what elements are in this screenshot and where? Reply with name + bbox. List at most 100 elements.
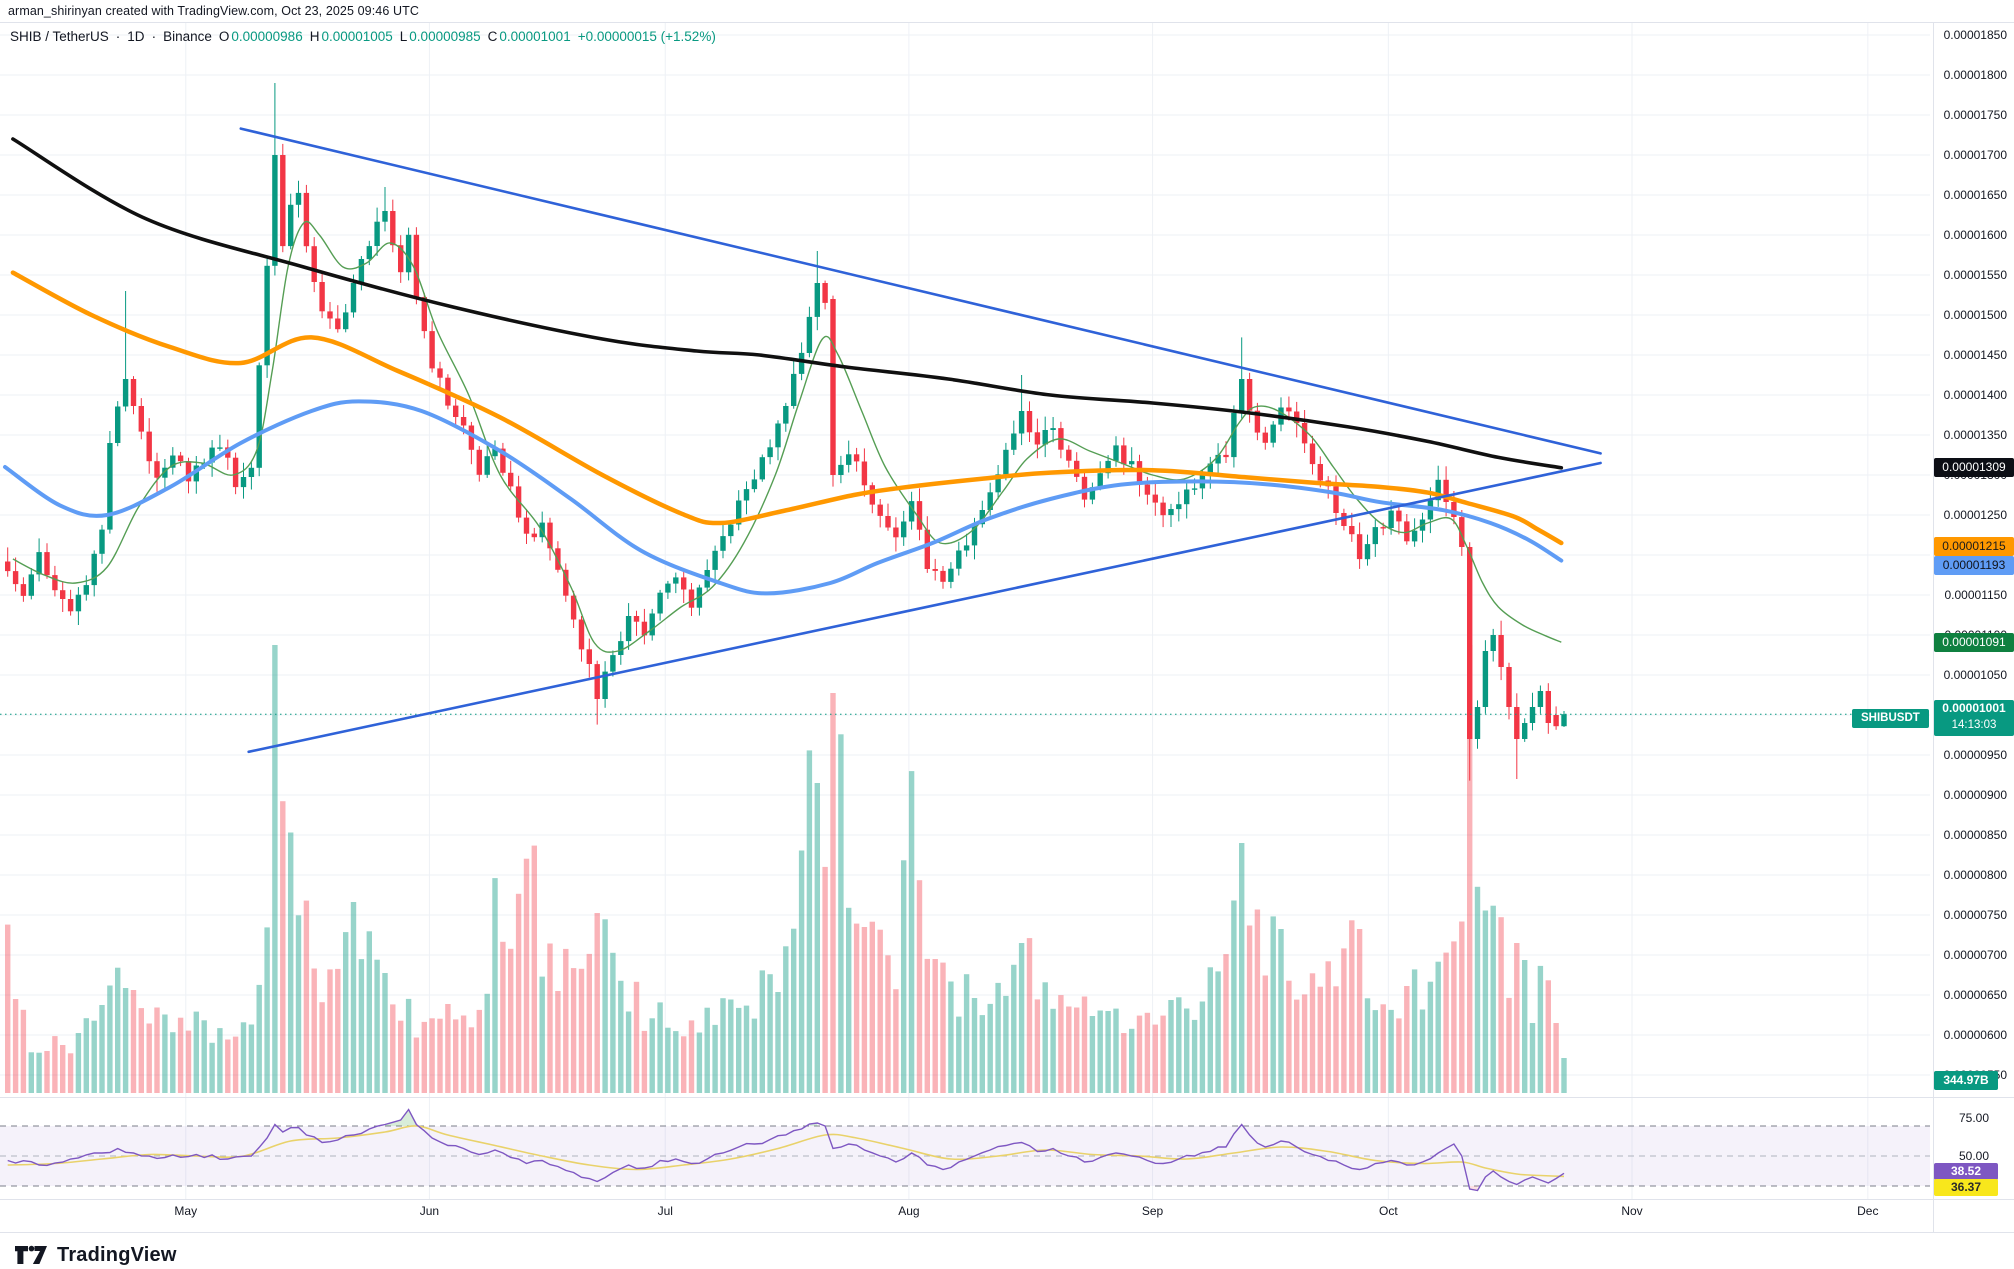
volume-bar — [1207, 967, 1213, 1093]
candle — [280, 155, 286, 247]
price-axis-border — [1933, 22, 1934, 1232]
candle — [877, 504, 883, 516]
price-axis[interactable]: 0.00001850 0.00001800 0.00001750 0.00001700… — [1934, 22, 2014, 1232]
candle — [649, 613, 655, 636]
volume-bar — [429, 1018, 435, 1093]
last-price-label: 0.00001001 14:13:03 — [1934, 700, 2014, 737]
volume-bar — [358, 959, 365, 1093]
volume-bar — [1529, 1023, 1536, 1093]
volume-bar — [877, 929, 883, 1093]
volume-bar — [350, 902, 357, 1093]
candle — [484, 456, 490, 475]
price-tick: 0.00001550 — [1943, 267, 2007, 282]
volume-bar — [1042, 982, 1048, 1093]
volume-bar — [539, 976, 545, 1093]
volume-bar — [1074, 1007, 1080, 1093]
volume-bar — [146, 1023, 152, 1093]
candle — [303, 192, 310, 247]
volume-bar — [712, 1024, 718, 1093]
volume-bar — [288, 832, 294, 1093]
candle — [36, 552, 42, 575]
candle — [177, 455, 184, 462]
pane-divider-rsi-axis — [0, 1199, 2014, 1200]
candle — [115, 406, 121, 443]
volume-bar — [1506, 997, 1512, 1093]
symbol-name[interactable]: SHIB / TetherUS — [10, 29, 109, 44]
candle — [1333, 486, 1339, 513]
ma-price-label-green: 0.00001091 — [1934, 632, 2014, 652]
volume-bar — [751, 1018, 758, 1093]
volume-bar — [924, 958, 930, 1093]
candle — [822, 283, 828, 303]
candle — [1506, 667, 1512, 707]
volume-bar — [1396, 1018, 1402, 1093]
candle — [1144, 484, 1151, 495]
pane-divider-volume-rsi[interactable] — [0, 1097, 2014, 1098]
volume-bar — [1301, 994, 1308, 1093]
volume-bar — [445, 1004, 451, 1093]
volume-bar — [940, 962, 946, 1093]
volume-bar — [625, 1011, 632, 1093]
candle — [12, 571, 19, 585]
candle — [830, 299, 836, 475]
volume-bar — [563, 948, 569, 1093]
price-tick: 0.00000800 — [1943, 867, 2007, 882]
tradingview-footer[interactable]: TradingView — [14, 1242, 177, 1268]
volume-bar — [791, 928, 797, 1093]
volume-bar — [1152, 1024, 1158, 1093]
volume-bar — [1553, 1023, 1559, 1093]
candle — [1239, 379, 1245, 413]
symbol-legend: SHIB / TetherUS · 1D · Binance O 0.000009… — [10, 29, 716, 44]
volume-bar — [311, 968, 317, 1093]
volume-bar — [1105, 1011, 1111, 1093]
volume-bar — [193, 1011, 199, 1093]
candle — [1309, 443, 1316, 465]
candle — [358, 259, 365, 283]
candle — [1168, 509, 1174, 516]
candle — [217, 447, 223, 449]
volume-bar — [979, 1015, 985, 1093]
volume-bar — [1514, 943, 1520, 1093]
price-tick: 0.00001450 — [1943, 347, 2007, 362]
candle — [1411, 530, 1418, 542]
volume-bar — [814, 783, 820, 1093]
price-tick: 0.00000850 — [1943, 827, 2007, 842]
volume-bar — [1034, 999, 1041, 1093]
candle — [908, 501, 915, 522]
candle — [641, 621, 648, 636]
candle — [460, 417, 467, 426]
ma-price-label-black: 0.00001309 — [1934, 458, 2014, 478]
candle — [515, 486, 522, 518]
candle — [688, 589, 695, 608]
volume-bar — [1286, 980, 1292, 1093]
candle — [1176, 504, 1182, 510]
rsi-line — [7, 1108, 1565, 1192]
candle — [893, 527, 899, 538]
candle — [633, 616, 640, 622]
volume-bar — [67, 1053, 74, 1093]
candle — [1191, 488, 1198, 490]
candle — [437, 368, 443, 378]
volume-bar — [1380, 1004, 1386, 1093]
volume-bar — [248, 1024, 255, 1093]
volume-bar — [1191, 1019, 1198, 1093]
volume-bar — [295, 915, 302, 1093]
candle — [979, 510, 985, 525]
candle — [67, 599, 74, 612]
candle — [523, 517, 530, 534]
volume-bar — [185, 1030, 192, 1093]
legend-separator: · — [115, 29, 121, 44]
volume-bar — [405, 998, 412, 1093]
volume-bar — [688, 1020, 695, 1093]
price-tick: 0.00000650 — [1943, 987, 2007, 1002]
rsi-axis-tick-75: 75.00 — [1958, 1111, 1990, 1125]
interval-label[interactable]: 1D — [127, 29, 145, 44]
volume-bar — [319, 1002, 325, 1093]
candle — [1529, 707, 1536, 723]
candle — [1356, 534, 1363, 560]
candle — [775, 423, 781, 448]
candle — [995, 474, 1001, 493]
exchange-label[interactable]: Binance — [163, 29, 212, 44]
volume-bar — [908, 771, 915, 1093]
